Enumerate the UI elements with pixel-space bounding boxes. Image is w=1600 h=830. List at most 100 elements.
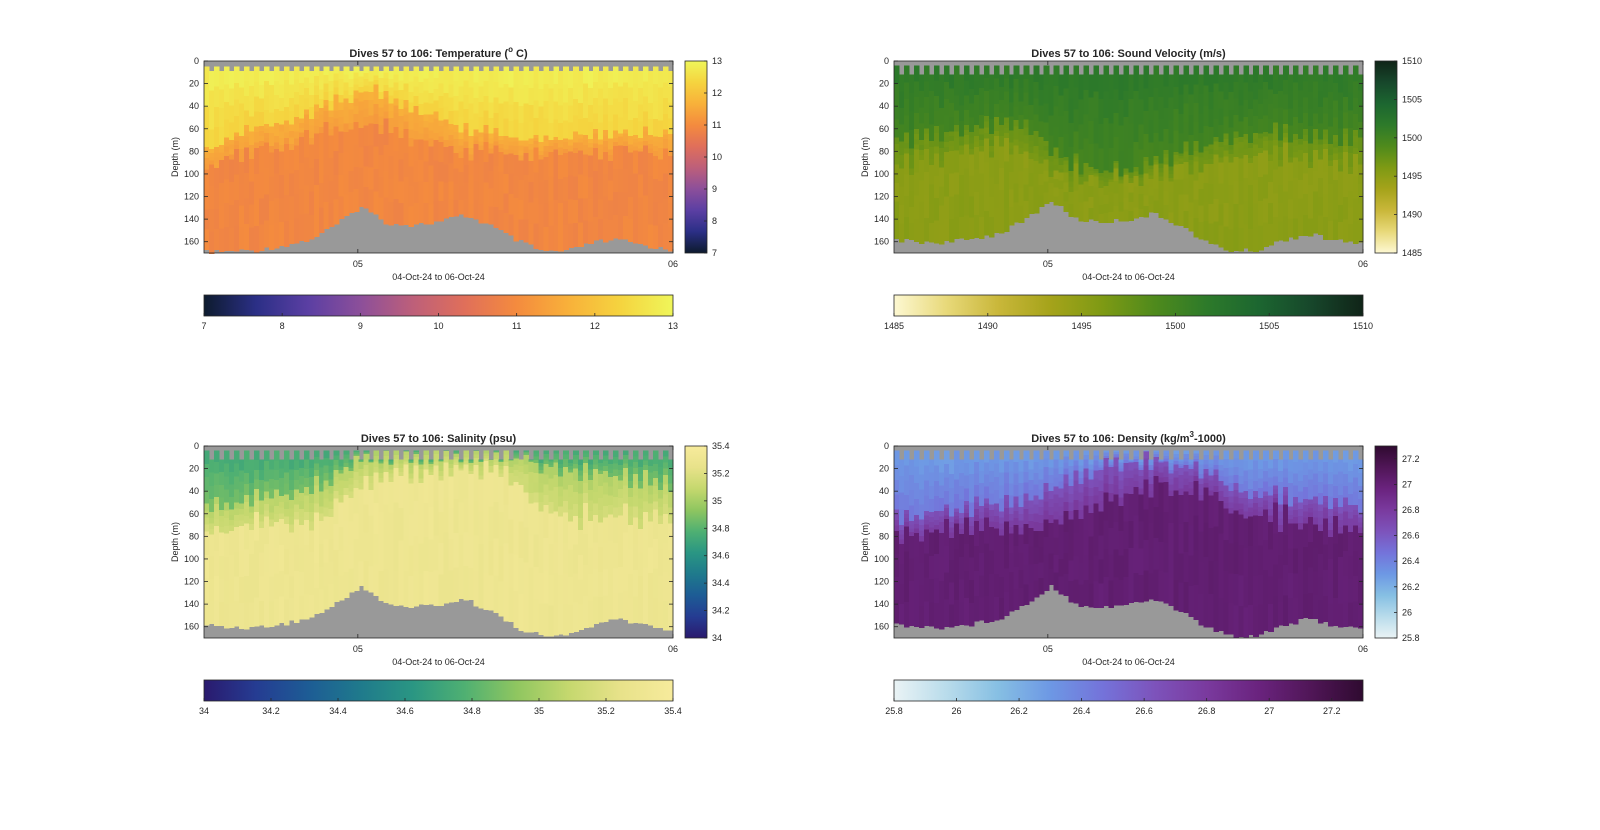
data-cell	[204, 578, 210, 603]
data-cell	[413, 452, 420, 454]
data-cell	[528, 202, 534, 224]
axes-box	[203, 60, 674, 254]
data-cell	[1353, 464, 1359, 479]
data-cell	[1093, 503, 1100, 531]
data-cell	[648, 466, 654, 474]
data-cell	[358, 513, 365, 539]
data-cell	[258, 480, 265, 491]
data-cell	[1023, 135, 1030, 145]
data-cell	[413, 122, 420, 132]
data-cell	[248, 471, 255, 484]
data-cell	[1353, 550, 1359, 577]
data-cell	[204, 169, 210, 190]
data-cell	[548, 513, 554, 545]
data-cell	[1048, 498, 1055, 508]
data-cell	[498, 462, 504, 467]
data-cell	[468, 473, 475, 506]
data-cell	[228, 579, 235, 604]
data-cell	[928, 165, 935, 185]
data-cell	[1138, 521, 1145, 549]
data-cell	[1033, 138, 1040, 147]
data-cell	[894, 101, 900, 120]
data-cell	[1138, 149, 1145, 176]
data-cell	[448, 463, 455, 469]
data-cell	[1328, 515, 1334, 524]
data-cell	[1108, 172, 1115, 176]
data-cell	[1138, 459, 1145, 463]
data-cell	[913, 466, 920, 484]
data-cell	[1053, 477, 1060, 487]
data-cell	[533, 66, 539, 85]
data-cell	[253, 126, 260, 133]
data-cell	[473, 181, 480, 201]
data-cell	[1338, 146, 1344, 154]
data-cell	[948, 88, 955, 104]
data-cell	[218, 532, 225, 557]
data-cell	[603, 506, 609, 519]
data-cell	[413, 465, 420, 502]
data-cell	[983, 65, 990, 79]
data-cell	[1118, 74, 1125, 101]
data-cell	[413, 96, 420, 107]
data-cell	[558, 122, 564, 141]
data-cell	[263, 128, 270, 134]
data-cell	[1298, 574, 1304, 597]
data-cell	[1273, 79, 1279, 95]
data-cell	[948, 537, 955, 561]
data-cell	[313, 537, 320, 564]
data-cell	[1233, 180, 1239, 205]
data-cell	[463, 129, 470, 137]
data-cell	[313, 126, 320, 134]
data-cell	[433, 454, 440, 459]
data-cell	[378, 133, 385, 156]
data-cell	[1308, 201, 1314, 220]
data-cell	[1288, 597, 1294, 624]
data-cell	[238, 119, 245, 137]
data-cell	[283, 93, 290, 108]
data-cell	[543, 603, 549, 637]
data-cell	[1188, 488, 1194, 496]
data-cell	[1223, 99, 1229, 118]
data-cell	[213, 550, 220, 577]
data-cell	[303, 511, 310, 521]
data-cell	[1163, 65, 1170, 88]
data-cell	[1098, 123, 1105, 149]
data-cell	[413, 66, 420, 78]
data-cell	[1033, 65, 1040, 83]
data-cell	[963, 517, 970, 545]
data-cell	[943, 491, 950, 506]
data-cell	[1158, 168, 1165, 173]
data-cell	[1058, 180, 1065, 190]
data-cell	[643, 465, 649, 471]
data-cell	[658, 482, 664, 491]
data-cell	[473, 66, 480, 83]
data-cell	[1238, 544, 1244, 577]
data-cell	[963, 65, 970, 81]
data-cell	[223, 489, 230, 504]
data-cell	[578, 480, 584, 494]
data-cell	[923, 133, 930, 140]
data-cell	[1203, 557, 1209, 593]
data-cell	[498, 140, 504, 145]
x-tick-label: 06	[668, 259, 678, 269]
data-cell	[1333, 117, 1339, 136]
data-cell	[1043, 510, 1050, 520]
data-cell	[333, 524, 340, 551]
data-cell	[478, 459, 484, 461]
data-cell	[378, 155, 385, 178]
data-cell	[963, 509, 970, 514]
data-cell	[1293, 177, 1299, 199]
data-cell	[1193, 122, 1199, 142]
data-cell	[308, 95, 315, 108]
data-cell	[308, 530, 315, 553]
data-cell	[338, 94, 345, 104]
data-cell	[1343, 219, 1349, 243]
data-cell	[918, 519, 925, 526]
data-cell	[483, 162, 489, 184]
data-cell	[623, 450, 629, 456]
data-cell	[1098, 213, 1105, 224]
data-cell	[1173, 155, 1179, 159]
h-colorbar-tick-label: 26.8	[1198, 706, 1216, 716]
data-cell	[508, 466, 514, 474]
data-cell	[1268, 224, 1274, 246]
